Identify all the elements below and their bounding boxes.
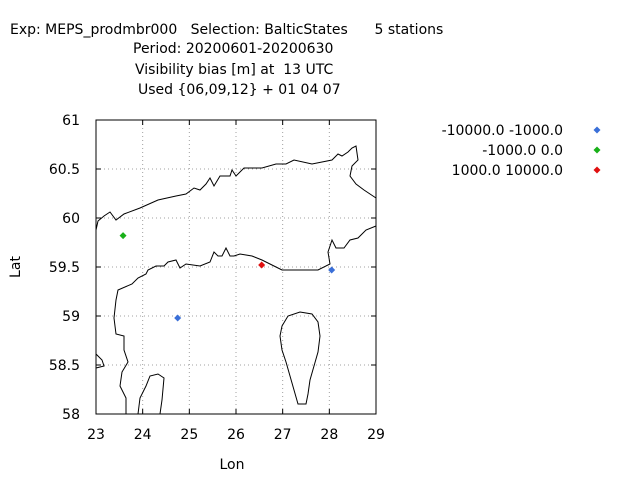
x-tick-label: 23 — [87, 427, 105, 443]
plot-border — [95, 119, 377, 415]
title-line-2: Period: 20200601-20200630 — [133, 41, 334, 57]
y-tick-label: 60.5 — [49, 162, 80, 178]
coastline-south-shore — [113, 225, 377, 414]
title-line-1: Exp: MEPS_prodmbr000 Selection: BalticSt… — [10, 22, 444, 38]
legend-label: 1000.0 10000.0 — [452, 163, 563, 179]
coastline-lower-coast — [137, 373, 165, 415]
grid — [96, 120, 376, 414]
y-tick-label: 61 — [62, 113, 80, 129]
x-tick-label: 26 — [227, 427, 245, 443]
coastline-southwest-edge — [95, 353, 105, 369]
title-line-4: Used {06,09,12} + 01 04 07 — [138, 82, 341, 98]
y-tick-labels: 58 58.5 59 59.5 60 60.5 61 — [49, 113, 80, 423]
data-point — [174, 314, 182, 322]
data-point — [258, 261, 266, 269]
y-tick-label: 59.5 — [49, 260, 80, 276]
legend: -10000.0 -1000.0 -1000.0 0.0 1000.0 10000.… — [442, 123, 601, 179]
y-axis-label: Lat — [8, 256, 24, 278]
legend-marker — [593, 146, 601, 154]
y-tick-label: 59 — [62, 309, 80, 325]
title-line-3: Visibility bias [m] at 13 UTC — [135, 62, 334, 78]
x-tick-label: 28 — [320, 427, 338, 443]
y-tick-label: 60 — [62, 211, 80, 227]
lake-peipus-outline — [279, 311, 321, 405]
x-tick-label: 25 — [180, 427, 198, 443]
data-point — [119, 232, 127, 240]
x-tick-label: 27 — [274, 427, 292, 443]
data-points — [119, 232, 336, 322]
x-tick-label: 29 — [367, 427, 385, 443]
legend-marker — [593, 126, 601, 134]
legend-label: -10000.0 -1000.0 — [442, 123, 563, 139]
x-tick-labels: 23 24 25 26 27 28 29 — [87, 427, 385, 443]
data-point — [328, 266, 336, 274]
y-tick-label: 58 — [62, 407, 80, 423]
plot-frame — [95, 119, 377, 415]
y-tick-label: 58.5 — [49, 358, 80, 374]
coastline-north-shore — [95, 145, 377, 231]
x-axis-label: Lon — [220, 457, 245, 473]
x-tick-label: 24 — [134, 427, 152, 443]
legend-marker — [593, 166, 601, 174]
coastline — [95, 145, 377, 415]
legend-label: -1000.0 0.0 — [482, 143, 563, 159]
